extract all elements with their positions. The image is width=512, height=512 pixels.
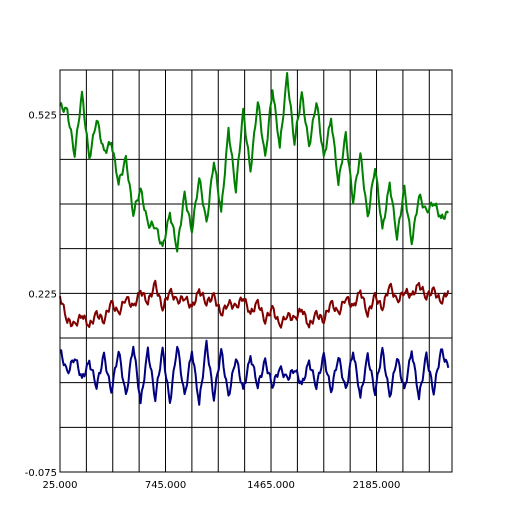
y-tick-label: -0.075 [25, 468, 57, 479]
x-tick-label: 25.000 [43, 480, 78, 491]
y-tick-label: 0.225 [28, 289, 57, 300]
y-tick-label: 0.525 [28, 111, 57, 122]
plot-frame [59, 69, 453, 473]
tick-labels: -0.075 0.225 0.525 25.000 745.000 1465.000 218… [25, 111, 401, 491]
series-line-3 [59, 339, 450, 406]
x-tick-label: 2185.000 [353, 480, 401, 491]
series-lines [59, 72, 450, 406]
series-line-2 [59, 279, 450, 329]
x-tick-label: 1465.000 [247, 480, 295, 491]
series-line-1 [59, 72, 450, 253]
x-tick-label: 745.000 [145, 480, 186, 491]
